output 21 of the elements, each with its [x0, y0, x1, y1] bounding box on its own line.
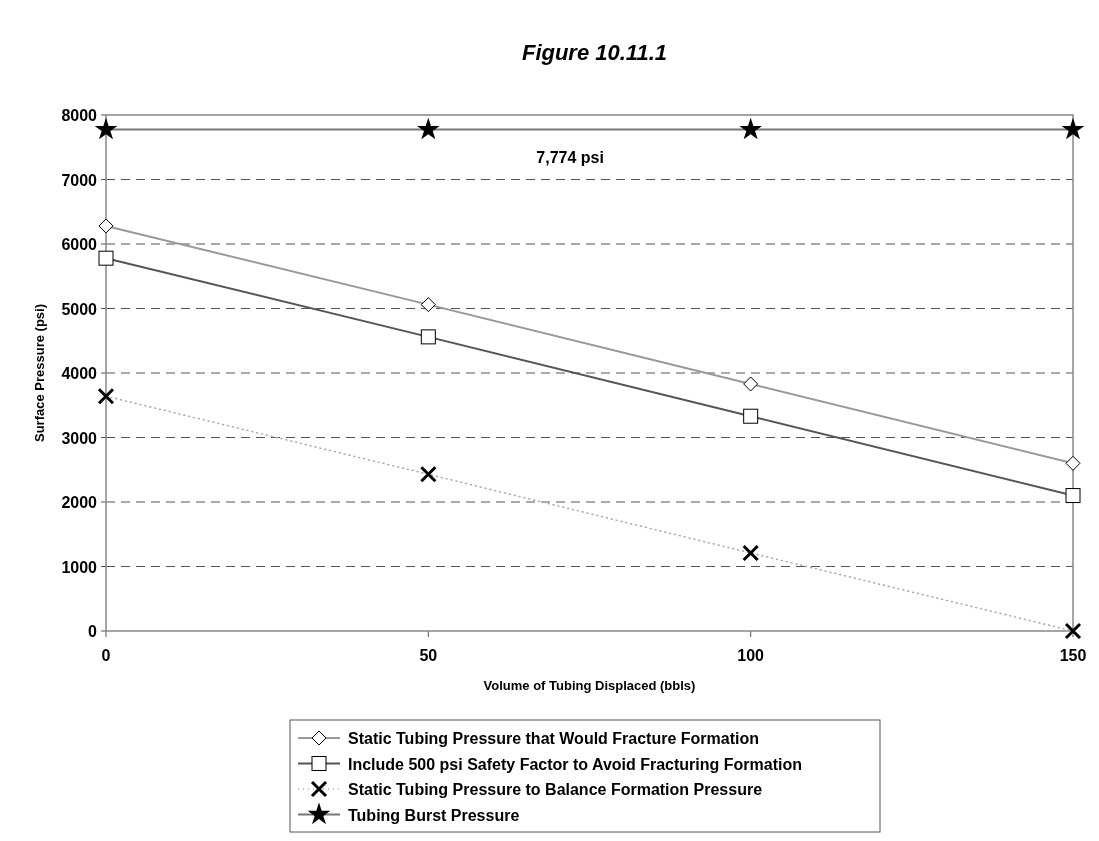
y-tick-label: 2000	[61, 494, 98, 511]
x-tick-label: 100	[737, 647, 765, 664]
legend-label: Static Tubing Pressure that Would Fracture Formation	[348, 730, 760, 747]
legend-label: Include 500 psi Safety Factor to Avoid Fracturing Formation	[348, 755, 802, 773]
legend-label: Tubing Burst Pressure	[348, 806, 520, 824]
x-tick-label: 50	[419, 647, 438, 664]
legend-label: Static Tubing Pressure to Balance Formation Pressure	[348, 781, 763, 798]
y-tick-label: 5000	[61, 300, 98, 318]
y-tick-label: 8000	[61, 107, 98, 124]
y-tick-label: 4000	[61, 365, 98, 382]
chart-title: Figure 10.11.1	[521, 40, 668, 65]
y-tick-label: 0	[88, 623, 98, 640]
y-axis-title: Surface Pressure (psi)	[32, 303, 47, 443]
y-tick-label: 3000	[61, 429, 98, 447]
x-tick-label: 0	[101, 647, 111, 664]
x-tick-label: 150	[1059, 647, 1087, 664]
y-tick-label: 7000	[61, 171, 98, 189]
y-tick-label: 1000	[61, 558, 98, 576]
x-axis-title: Volume of Tubing Displaced (bbls)	[483, 678, 696, 693]
y-tick-label: 6000	[61, 236, 98, 253]
annotation: 7,774 psi	[536, 148, 604, 166]
